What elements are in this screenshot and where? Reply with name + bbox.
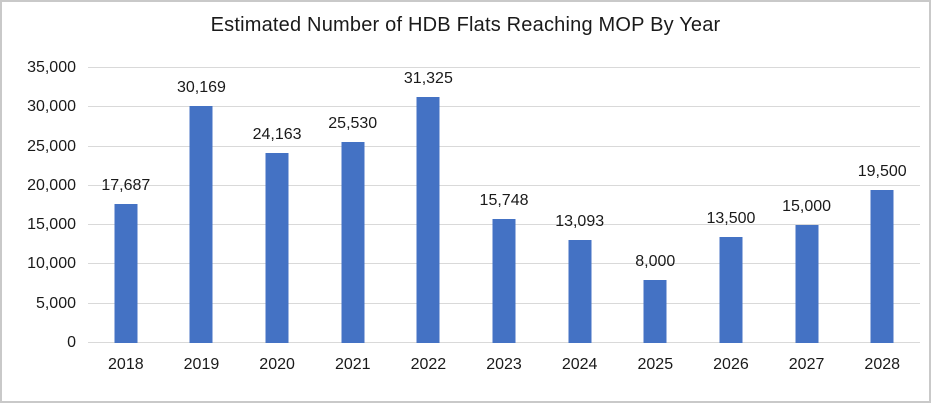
y-tick-label: 5,000 <box>35 294 76 312</box>
x-tick-label: 2027 <box>788 356 825 373</box>
bar-slot: 15,000 <box>769 68 845 343</box>
plot-area: 17,687 30,169 24,163 25,530 31,325 15,748 13,0… <box>88 67 920 343</box>
y-tick-label: 20,000 <box>27 176 76 194</box>
bar-value-label: 15,000 <box>782 198 832 216</box>
bar-slot: 30,169 <box>164 68 240 343</box>
y-tick-label: 0 <box>67 334 76 351</box>
x-tick-label: 2022 <box>410 356 447 373</box>
y-tick-label: 25,000 <box>27 137 76 155</box>
bars-layer: 17,687 30,169 24,163 25,530 31,325 15,748 13,0… <box>88 68 920 343</box>
bar-2022[interactable] <box>416 96 440 343</box>
bar-2019[interactable] <box>189 105 213 343</box>
bar-slot: 31,325 <box>391 68 467 343</box>
bar-value-label: 13,500 <box>706 209 756 227</box>
y-tick-label: 15,000 <box>27 216 76 234</box>
bar-2021[interactable] <box>341 142 365 343</box>
bar-slot: 17,687 <box>88 68 164 343</box>
gridline <box>88 184 920 186</box>
bar-value-label: 8,000 <box>635 253 676 271</box>
bar-value-label: 17,687 <box>101 177 151 195</box>
bar-2027[interactable] <box>795 225 819 343</box>
bar-value-label: 30,169 <box>176 78 226 96</box>
bar-value-label: 19,500 <box>857 162 907 180</box>
bar-2028[interactable] <box>870 189 894 343</box>
x-tick-label: 2018 <box>108 356 144 373</box>
bar-2026[interactable] <box>719 236 743 343</box>
bar-value-label: 15,748 <box>479 192 529 210</box>
x-tick-label: 2025 <box>637 356 674 373</box>
x-tick-label: 2021 <box>334 356 371 373</box>
x-tick-label: 2019 <box>183 356 220 373</box>
bar-2025[interactable] <box>643 280 667 343</box>
x-tick-label: 2024 <box>561 356 598 373</box>
x-tick-label: 2026 <box>713 356 749 373</box>
bar-value-label: 31,325 <box>403 69 453 87</box>
bar-2018[interactable] <box>114 204 138 343</box>
bar-slot: 25,530 <box>315 68 391 343</box>
chart-title: Estimated Number of HDB Flats Reaching M… <box>210 14 721 36</box>
x-tick-label: 2028 <box>864 356 901 373</box>
bar-value-label: 24,163 <box>252 126 302 144</box>
bar-slot: 24,163 <box>239 68 315 343</box>
bar-slot: 8,000 <box>617 68 693 343</box>
x-tick-label: 2023 <box>486 356 522 373</box>
y-tick-label: 35,000 <box>27 59 76 76</box>
gridline <box>88 145 920 147</box>
x-tick-label: 2020 <box>259 356 295 373</box>
bar-slot: 19,500 <box>844 68 920 343</box>
bar-2020[interactable] <box>265 153 289 343</box>
bar-value-label: 25,530 <box>328 115 378 133</box>
y-tick-label: 10,000 <box>27 255 76 273</box>
bar-value-label: 13,093 <box>555 213 605 231</box>
bar-slot: 13,500 <box>693 68 769 343</box>
y-axis: 0 5,000 10,000 15,000 20,000 25,000 30,000 35,0… <box>2 60 76 351</box>
bar-2024[interactable] <box>568 240 592 343</box>
gridline <box>88 67 920 68</box>
bar-2023[interactable] <box>492 219 516 343</box>
bar-slot: 15,748 <box>466 68 542 343</box>
bar-slot: 13,093 <box>542 68 618 343</box>
x-axis: 2018 2019 2020 2021 2022 2023 2024 2025 2026 2027… <box>88 355 920 374</box>
y-tick-label: 30,000 <box>27 98 76 116</box>
gridline <box>88 106 920 108</box>
